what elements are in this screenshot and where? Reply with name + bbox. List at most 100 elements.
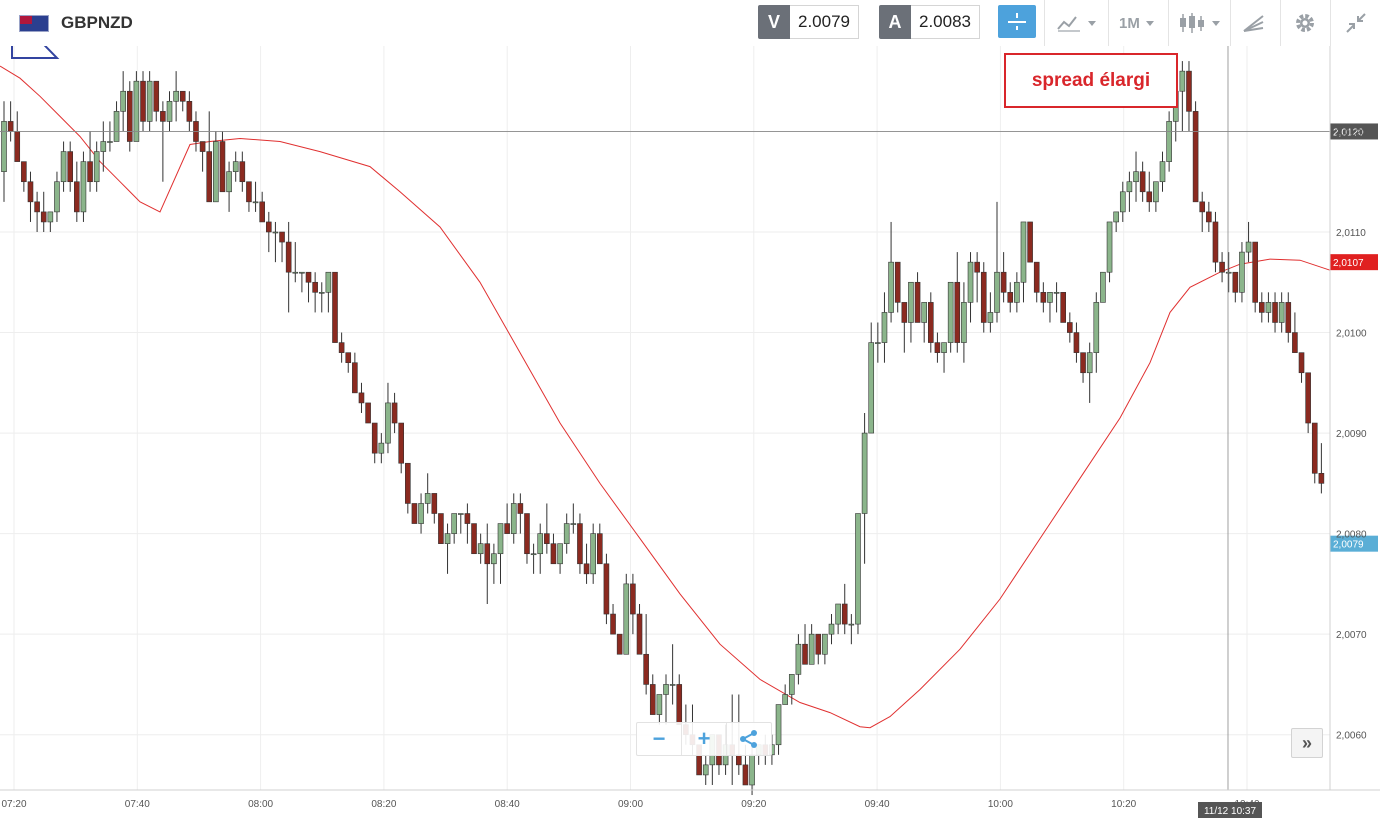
candle-down (405, 462, 411, 504)
candle-down (1232, 271, 1239, 293)
candle-down (153, 80, 160, 112)
candle-down (1192, 111, 1199, 203)
candle-down (901, 302, 908, 323)
candle-up (1239, 251, 1245, 293)
candle-down (312, 281, 318, 293)
candle-down (126, 90, 133, 142)
candle-down (358, 392, 365, 404)
candle-down (34, 201, 40, 213)
candle-down (21, 161, 27, 183)
candle-up (166, 100, 173, 122)
crosshair-icon[interactable] (998, 5, 1036, 38)
drawing-icon[interactable] (1241, 10, 1267, 36)
candle-up (1106, 221, 1113, 273)
candle-down (1212, 221, 1219, 263)
buy-price-box[interactable]: A 2.0083 (879, 5, 980, 39)
candle-down (1199, 201, 1206, 213)
candle-up (590, 533, 596, 575)
x-tick-label: 09:40 (865, 799, 890, 810)
line-chart-icon[interactable] (1056, 10, 1096, 36)
candle-up (702, 764, 709, 776)
candlestick-icon[interactable] (1178, 10, 1220, 36)
candle-down (517, 503, 524, 514)
candle-up (1265, 302, 1272, 313)
candle-up (921, 302, 927, 323)
candle-down (1146, 191, 1153, 203)
zoom-in-button[interactable]: + (682, 723, 727, 755)
candle-up (828, 623, 835, 635)
candle-down (199, 141, 206, 152)
candle-up (232, 161, 239, 172)
candle-up (1100, 271, 1106, 303)
candle-up (325, 271, 332, 293)
triangle-drawing[interactable] (11, 46, 60, 59)
symbol-label: GBPNZD (61, 13, 133, 32)
candle-up (1278, 302, 1285, 323)
candle-up (1093, 302, 1100, 353)
scroll-to-end-button[interactable]: » (1291, 728, 1323, 758)
sell-price-box[interactable]: V 2.0079 (758, 5, 859, 39)
candle-down (980, 271, 987, 323)
candle-up (93, 151, 100, 183)
candle-down (524, 513, 530, 555)
candle-down (504, 523, 510, 534)
candle-down (643, 653, 649, 685)
candle-down (411, 503, 418, 524)
candle-up (868, 342, 875, 434)
moving-average-price-tag (1330, 254, 1378, 271)
chart-toolbar: GBPNZD V 2.0079 A 2.0083 1M (0, 0, 1380, 47)
share-icon[interactable] (727, 723, 771, 755)
candlestick-chart[interactable]: 2,0120 11/12 10:37 2,0107 2,0079 2,0060 2,00… (0, 46, 1380, 821)
candle-up (1113, 211, 1119, 223)
candle-down (391, 402, 398, 424)
collapse-icon[interactable] (1344, 10, 1368, 36)
gear-icon[interactable] (1293, 10, 1317, 36)
zoom-out-button[interactable]: − (637, 723, 682, 755)
candle-up (947, 281, 954, 343)
candle-down (338, 342, 345, 353)
candle-down (927, 302, 934, 343)
candle-down (934, 342, 941, 353)
candle-down (1040, 292, 1047, 303)
candle-down (206, 151, 213, 203)
candle-down (305, 271, 312, 283)
candle-up (1053, 292, 1060, 294)
candle-up (861, 432, 868, 514)
spread-annotation[interactable]: spread élargi (1004, 53, 1178, 108)
candle-up (451, 513, 457, 534)
timeframe-label: 1M (1119, 14, 1140, 32)
buy-price: 2.0083 (911, 5, 980, 39)
candle-down (27, 181, 34, 203)
candle-up (795, 643, 802, 675)
crosshair-time-text: 11/12 10:37 (1204, 806, 1257, 817)
candle-up (226, 171, 232, 193)
candle-down (630, 583, 636, 615)
y-tick-label: 2,0110 (1336, 228, 1366, 239)
candle-up (444, 533, 451, 544)
candle-up (424, 493, 431, 504)
candle-down (246, 181, 252, 203)
candle-up (113, 111, 120, 142)
candle-down (179, 90, 186, 102)
candle-up (47, 211, 54, 223)
candle-up (537, 533, 544, 555)
candle-up (663, 684, 669, 695)
candle-down (87, 161, 93, 183)
candle-down (577, 523, 583, 565)
candle-down (636, 613, 643, 655)
candle-down (265, 221, 272, 233)
candle-down (431, 493, 438, 514)
candle-down (1272, 302, 1278, 323)
candle-up (835, 603, 841, 625)
candle-down (484, 543, 491, 565)
candle-down (1219, 261, 1225, 273)
crosshair-time-tag (1198, 802, 1262, 818)
sell-price: 2.0079 (790, 5, 859, 39)
candle-up (967, 261, 974, 303)
y-tick-label: 2,0120 (1336, 127, 1367, 138)
timeframe-selector[interactable]: 1M (1119, 10, 1154, 36)
candle-down (352, 362, 358, 394)
candle-down (1285, 302, 1292, 333)
zoom-controls: − + (636, 722, 772, 756)
candle-up (1133, 171, 1139, 183)
